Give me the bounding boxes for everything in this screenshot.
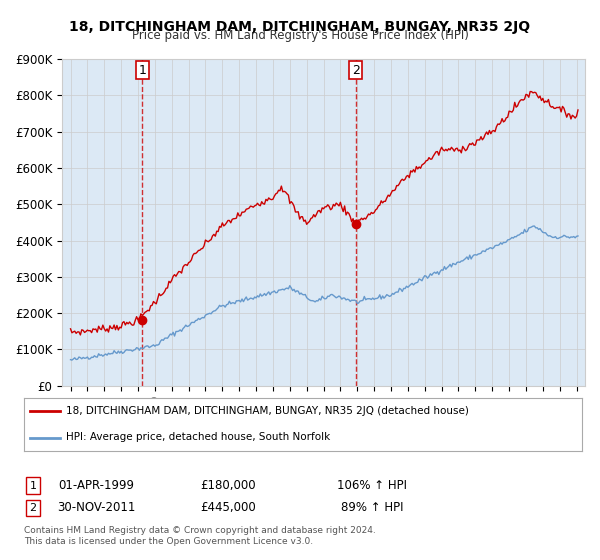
- Text: 2: 2: [29, 503, 37, 513]
- Text: Contains HM Land Registry data © Crown copyright and database right 2024.: Contains HM Land Registry data © Crown c…: [24, 526, 376, 535]
- Text: 1: 1: [29, 480, 37, 491]
- Text: 01-APR-1999: 01-APR-1999: [58, 479, 134, 492]
- Text: Price paid vs. HM Land Registry's House Price Index (HPI): Price paid vs. HM Land Registry's House …: [131, 29, 469, 42]
- Text: 1: 1: [138, 64, 146, 77]
- Text: 89% ↑ HPI: 89% ↑ HPI: [341, 501, 403, 515]
- Text: 18, DITCHINGHAM DAM, DITCHINGHAM, BUNGAY, NR35 2JQ: 18, DITCHINGHAM DAM, DITCHINGHAM, BUNGAY…: [70, 20, 530, 34]
- Text: 2: 2: [352, 64, 360, 77]
- Text: HPI: Average price, detached house, South Norfolk: HPI: Average price, detached house, Sout…: [66, 432, 330, 442]
- Text: 30-NOV-2011: 30-NOV-2011: [57, 501, 135, 515]
- Text: £180,000: £180,000: [200, 479, 256, 492]
- Text: £445,000: £445,000: [200, 501, 256, 515]
- Text: 18, DITCHINGHAM DAM, DITCHINGHAM, BUNGAY, NR35 2JQ (detached house): 18, DITCHINGHAM DAM, DITCHINGHAM, BUNGAY…: [66, 406, 469, 416]
- Text: This data is licensed under the Open Government Licence v3.0.: This data is licensed under the Open Gov…: [24, 537, 313, 546]
- Text: 106% ↑ HPI: 106% ↑ HPI: [337, 479, 407, 492]
